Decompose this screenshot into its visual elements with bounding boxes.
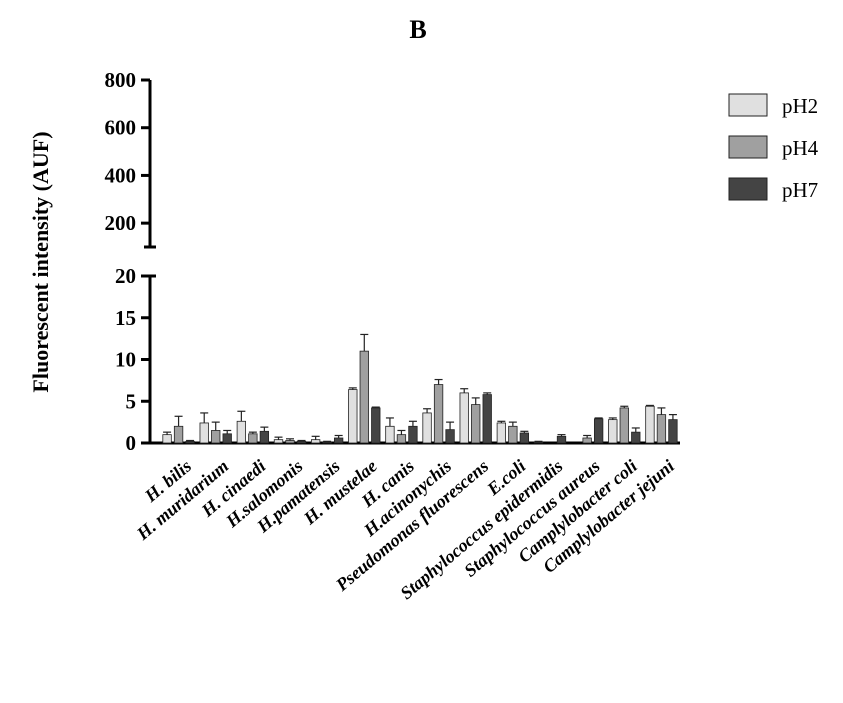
bar [310,439,321,444]
bar [593,418,604,444]
bar [222,433,232,444]
y-axis-ticks: 0 5 10 15 20 200 400 600 800 [105,68,150,455]
y-tick-label: 20 [115,264,136,288]
bar [199,422,209,444]
legend-swatch [728,93,768,117]
bar [519,432,530,444]
y-tick-label: 800 [105,68,137,92]
y-tick-label: 15 [115,306,136,330]
bar [482,394,492,444]
legend: pH2 pH4 pH7 [728,93,819,202]
legend-swatch [728,135,768,159]
y-tick-label: 400 [105,163,137,187]
bar [211,430,221,444]
bar [508,425,518,444]
bar [445,429,455,444]
bar [248,433,258,444]
bar [408,425,418,444]
bar [259,430,270,444]
bar [185,440,195,444]
bar [645,405,655,444]
bar [273,439,284,444]
bar [656,414,667,444]
legend-label: pH7 [782,178,818,202]
bar [619,407,629,444]
bar [236,420,247,444]
bar [359,350,369,444]
bar [173,425,184,444]
y-tick-label: 200 [105,211,137,235]
y-axis-label: Fluorescent intensity (AUF) [28,131,53,392]
legend-label: pH2 [782,94,818,118]
bar [556,435,567,444]
y-tick-label: 600 [105,116,137,140]
bar [433,384,444,444]
bar [285,440,295,444]
bar [631,431,641,444]
bar [396,434,407,444]
bar [296,440,307,444]
chart-title: B [409,15,426,44]
bar [322,441,332,444]
bar [582,437,592,444]
axes [144,80,680,445]
bar [608,419,618,444]
bar [371,407,381,444]
bar [333,437,344,444]
bar [422,412,432,444]
y-tick-label: 0 [126,431,137,455]
bar [471,404,481,444]
y-tick-label: 5 [126,389,137,413]
legend-label: pH4 [782,136,819,160]
legend-swatch [728,177,768,201]
error-bars [163,333,677,443]
bar [496,422,507,444]
bar [162,434,172,444]
bars [162,350,678,444]
bar [668,419,678,444]
bar [533,441,544,444]
bar [348,389,358,444]
y-tick-label: 10 [115,348,136,372]
bar [385,425,395,444]
bar [459,392,469,444]
